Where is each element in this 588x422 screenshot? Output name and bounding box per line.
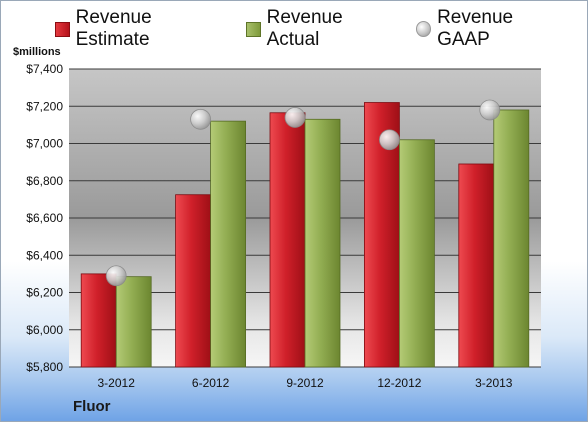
x-tick-label: 3-2013 xyxy=(475,376,513,390)
legend-label-actual: Revenue Actual xyxy=(266,7,343,50)
legend-label-estimate: Revenue Estimate xyxy=(75,7,152,50)
legend-item-gaap: Revenue GAAP xyxy=(415,7,567,51)
y-tick-label: $6,600 xyxy=(26,211,63,225)
gaap-marker xyxy=(479,99,501,121)
y-tick-label: $5,800 xyxy=(26,360,63,374)
gaap-marker xyxy=(284,107,306,128)
y-tick-label: $6,200 xyxy=(26,286,63,300)
x-tick-label: 12-2012 xyxy=(377,376,421,390)
y-tick-label: $6,000 xyxy=(26,323,63,337)
x-tick-label: 6-2012 xyxy=(192,376,230,390)
estimate-bar xyxy=(175,194,212,368)
legend: Revenue Estimate Revenue Actual Revenue … xyxy=(55,7,587,50)
legend-item-estimate: Revenue Estimate xyxy=(55,7,226,51)
company-name: Fluor xyxy=(73,398,111,415)
gaap-marker xyxy=(105,265,127,287)
y-tick-label: $6,400 xyxy=(26,248,63,262)
gaap-marker xyxy=(190,108,212,130)
y-tick-label: $6,800 xyxy=(26,174,63,188)
actual-bar xyxy=(304,118,341,368)
estimate-bar xyxy=(80,273,117,368)
legend-swatch-actual xyxy=(246,21,261,37)
actual-bar xyxy=(493,109,530,368)
gaap-marker xyxy=(378,129,400,151)
y-axis-unit-label: $millions xyxy=(13,46,61,58)
actual-bar xyxy=(115,276,152,368)
estimate-bar xyxy=(269,112,306,368)
x-tick-label: 9-2012 xyxy=(286,376,324,390)
y-tick-label: $7,400 xyxy=(26,62,63,76)
actual-bar xyxy=(210,120,247,368)
legend-swatch-estimate xyxy=(55,21,70,37)
y-tick-labels: $5,800 $6,000 $6,200 $6,400 $6,600 $6,800 $7,0… xyxy=(26,62,63,374)
x-tick-label: 3-2012 xyxy=(98,376,136,390)
legend-item-actual: Revenue Actual xyxy=(246,7,396,51)
y-tick-label: $7,200 xyxy=(26,99,63,113)
bars-group xyxy=(80,102,530,368)
legend-label-gaap: Revenue GAAP xyxy=(437,7,514,50)
actual-bar xyxy=(398,139,435,368)
x-tick-labels: 3-2012 6-2012 9-2012 12-2012 3-2013 xyxy=(98,376,513,390)
gaap-markers-group xyxy=(105,99,501,287)
legend-swatch-gaap xyxy=(415,21,432,37)
estimate-bar xyxy=(458,163,495,368)
y-tick-label: $7,000 xyxy=(26,137,63,151)
